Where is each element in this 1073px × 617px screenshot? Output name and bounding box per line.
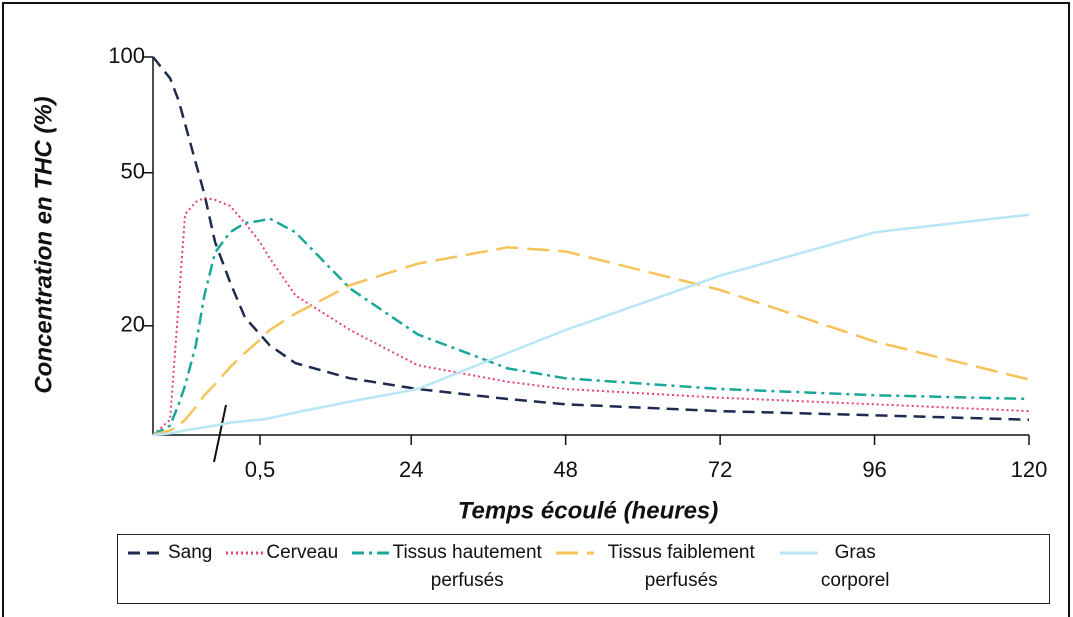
y-tick-label: 20 (121, 312, 145, 337)
legend-item: Sang (126, 539, 212, 567)
y-tick-label: 100 (108, 43, 145, 68)
legend-item: Gras corporel (778, 539, 890, 595)
series-line (152, 213, 1030, 437)
legend-label: Tissus hautement perfusés (392, 542, 542, 591)
x-tick-label: 120 (1011, 457, 1048, 482)
y-tick-label: 50 (121, 159, 145, 184)
legend-label: Cerveau (266, 542, 339, 563)
x-axis-title: Temps écoulé (heures) (458, 497, 719, 524)
x-tick-label: 48 (553, 457, 577, 482)
series-line (152, 56, 1030, 421)
series-line (152, 196, 1030, 436)
axis-break (213, 404, 227, 463)
series-line (152, 217, 1030, 437)
legend-item: Cerveau (224, 539, 338, 567)
legend-item: Tissus faiblement perfusés (554, 539, 766, 595)
legend-item: Tissus hautement perfusés (350, 539, 542, 595)
legend-swatch (556, 551, 595, 555)
x-tick-label: 96 (862, 457, 886, 482)
legend-label: Sang (168, 542, 213, 563)
legend: Sang Cerveau Tissus hautement perfusés Tiss… (117, 534, 1050, 604)
x-tick-label: 24 (399, 457, 423, 482)
x-tick-label: 0,5 (245, 457, 276, 482)
legend-swatch (128, 551, 166, 555)
x-tick-label: 72 (708, 457, 732, 482)
series-line (152, 246, 1030, 437)
legend-swatch (352, 551, 391, 555)
legend-label: Gras corporel (820, 542, 890, 591)
legend-swatch (226, 551, 265, 555)
legend-label: Tissus faiblement perfusés (607, 542, 755, 591)
y-axis-title: Concentration en THC (%) (30, 96, 57, 393)
legend-swatch (780, 551, 819, 555)
